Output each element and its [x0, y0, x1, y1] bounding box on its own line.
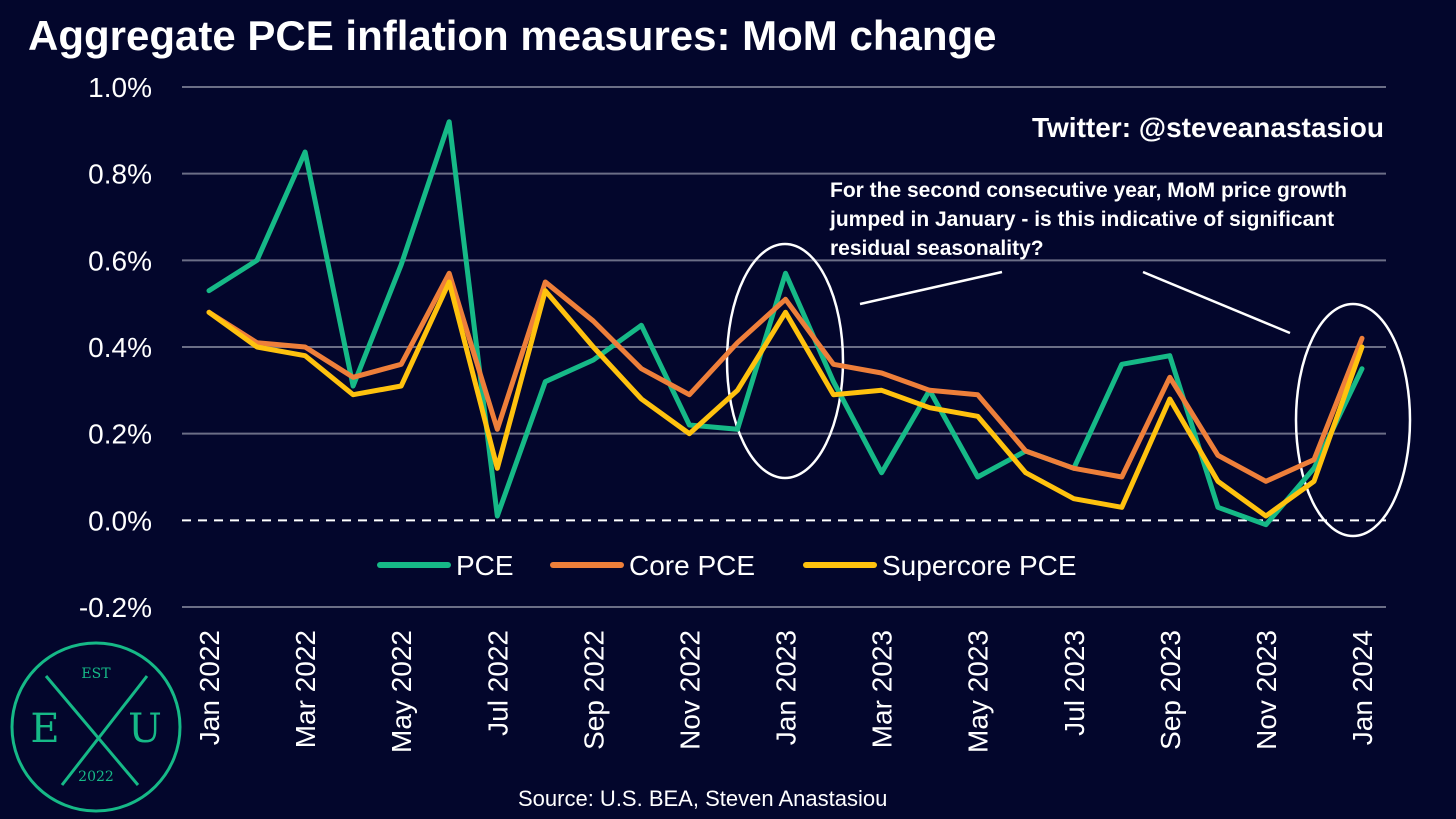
y-tick-label: 0.0%	[88, 505, 152, 536]
x-tick-label: Jul 2022	[482, 630, 513, 736]
legend-label: Core PCE	[629, 550, 755, 581]
y-tick-label: -0.2%	[79, 592, 152, 623]
source-note: Source: U.S. BEA, Steven Anastasiou	[518, 786, 888, 811]
series-line-supercore-pce	[206, 279, 1365, 519]
x-tick-label: Mar 2022	[290, 630, 321, 748]
x-tick-label: Sep 2022	[578, 630, 609, 750]
annotation-marks	[725, 242, 1412, 538]
logo-text-year: 2022	[78, 769, 114, 785]
y-tick-label: 0.6%	[88, 245, 152, 276]
x-tick-label: May 2022	[386, 630, 417, 753]
highlight-ellipse-jan-2023	[725, 242, 845, 480]
x-tick-label: Jul 2023	[1059, 630, 1090, 736]
series-line-pce	[206, 119, 1365, 528]
legend-label: Supercore PCE	[882, 550, 1077, 581]
y-axis-tick-labels: -0.2% 0.0% 0.2% 0.4% 0.6% 0.8% 1.0%	[79, 72, 152, 623]
y-tick-label: 0.2%	[88, 419, 152, 450]
grid-lines	[182, 86, 1386, 608]
series-lines	[206, 119, 1365, 528]
legend-label: PCE	[456, 550, 514, 581]
y-tick-label: 1.0%	[88, 72, 152, 103]
annotation-text: For the second consecutive year, MoM pri…	[830, 179, 1347, 260]
x-tick-label: Sep 2023	[1155, 630, 1186, 750]
x-tick-label: Nov 2022	[674, 630, 705, 750]
y-tick-label: 0.8%	[88, 159, 152, 190]
logo: EST E U 2022	[10, 641, 182, 813]
x-tick-label: Jan 2023	[771, 630, 802, 745]
y-tick-label: 0.4%	[88, 332, 152, 363]
series-line-core-pce	[206, 270, 1365, 484]
x-tick-label: May 2023	[963, 630, 994, 753]
legend: PCE Core PCE Supercore PCE	[377, 550, 1077, 581]
logo-ring	[10, 641, 182, 813]
logo-cross-line	[60, 675, 149, 786]
x-tick-label: Nov 2023	[1251, 630, 1282, 750]
highlight-ellipse-jan-2024	[1294, 302, 1412, 538]
x-axis-tick-labels: Jan 2022 Mar 2022 May 2022 Jul 2022 Sep 2022…	[194, 630, 1378, 753]
logo-text-e: E	[30, 706, 59, 752]
logo-text-u: U	[128, 706, 162, 752]
annotation-arrow-right	[1142, 270, 1291, 335]
x-tick-label: Jan 2022	[194, 630, 225, 745]
twitter-handle: Twitter: @steveanastasiou	[1032, 112, 1384, 143]
chart-title: Aggregate PCE inflation measures: MoM ch…	[28, 12, 997, 59]
x-tick-label: Jan 2024	[1347, 630, 1378, 745]
logo-text-est: EST	[81, 666, 111, 682]
annotation-arrow-left	[859, 270, 1003, 306]
x-tick-label: Mar 2023	[867, 630, 898, 748]
logo-cross-line	[44, 675, 140, 786]
